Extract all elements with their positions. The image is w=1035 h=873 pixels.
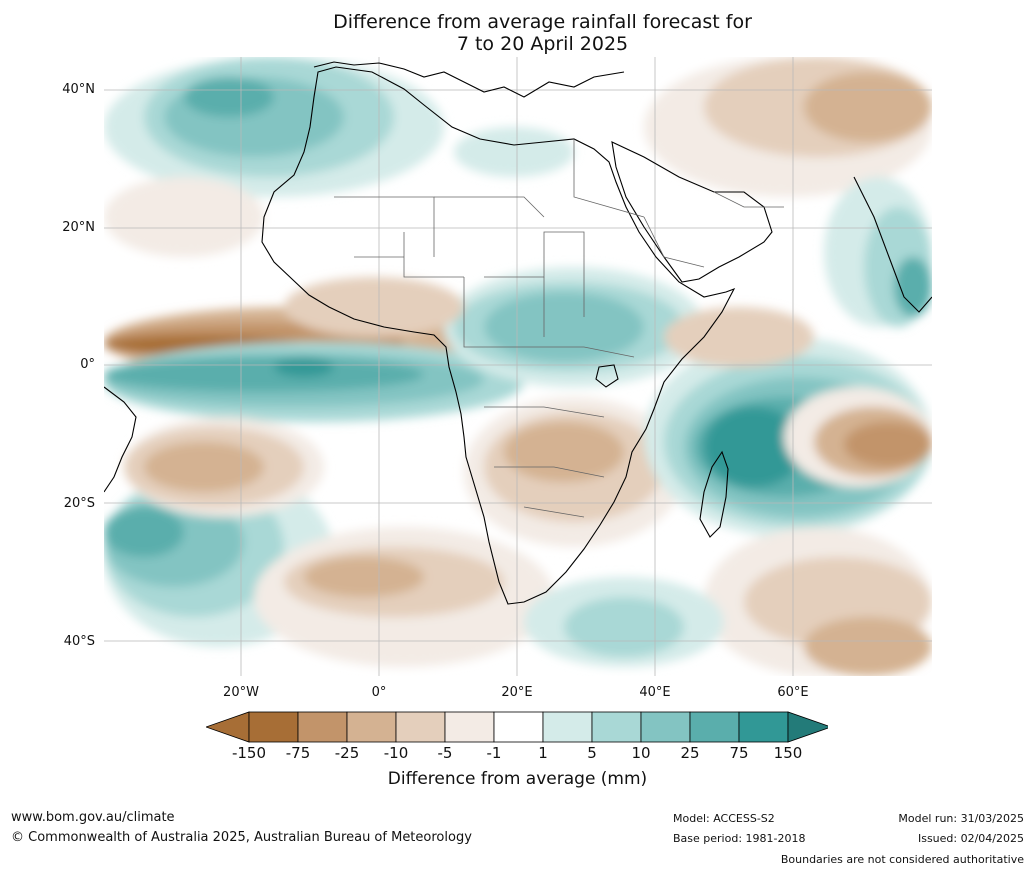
colorbar	[206, 711, 828, 743]
madagascar-coastline	[699, 450, 729, 538]
lon-label-20w: 20°W	[223, 685, 259, 700]
anomaly-region	[104, 357, 424, 392]
anomaly-region	[664, 307, 814, 367]
chart-title-line2: 7 to 20 April 2025	[456, 33, 629, 55]
map-svg	[104, 57, 932, 676]
anomaly-region	[564, 597, 684, 657]
colorbar-cell	[591, 711, 642, 743]
lat-label-20n: 20°N	[62, 220, 95, 235]
colorbar-tick-label: -5	[437, 744, 453, 762]
colorbar-tick-label: -150	[231, 744, 267, 762]
lat-label-40s: 40°S	[63, 634, 95, 649]
graticule	[104, 57, 932, 676]
footer-issued: Issued: 02/04/2025	[917, 832, 1024, 845]
lon-label-60e: 60°E	[777, 685, 809, 700]
colorbar-cell	[640, 711, 691, 743]
anomaly-region	[704, 407, 804, 487]
lat-label-equator: 0°	[80, 357, 95, 372]
colorbar-extend-dry	[206, 711, 250, 743]
anomaly-region	[184, 77, 274, 117]
colorbar-tick-label: -75	[285, 744, 311, 762]
colorbar-tick-label: 150	[773, 744, 803, 762]
colorbar-cell	[395, 711, 446, 743]
colorbar-tick-label: 1	[538, 744, 548, 762]
colorbar-tick-label: 5	[587, 744, 597, 762]
colorbar-tick-label: -10	[383, 744, 409, 762]
colorbar-cell	[542, 711, 593, 743]
coastlines	[104, 61, 932, 605]
colorbar-cell	[493, 711, 544, 743]
anomaly-region	[104, 507, 184, 557]
anomaly-region	[144, 442, 264, 492]
colorbar-tick-label: -1	[486, 744, 502, 762]
anomaly-region	[894, 257, 932, 317]
footer-website: www.bom.gov.au/climate	[11, 810, 175, 825]
footer-copyright: © Commonwealth of Australia 2025, Austra…	[11, 830, 472, 845]
lake-victoria	[595, 364, 619, 388]
anomaly-region	[484, 292, 644, 362]
lon-label-20e: 20°E	[501, 685, 533, 700]
colorbar-cell	[297, 711, 348, 743]
lat-label-20s: 20°S	[63, 496, 95, 511]
colorbar-tick-label: 25	[680, 744, 700, 762]
anomaly-region	[104, 177, 264, 257]
europe-coastline	[313, 61, 625, 98]
footer-model-run: Model run: 31/03/2025	[898, 812, 1024, 825]
rainfall-map	[104, 57, 932, 676]
colorbar-label: Difference from average (mm)	[387, 769, 648, 789]
colorbar-tick-label: -25	[334, 744, 360, 762]
lon-label-40e: 40°E	[639, 685, 671, 700]
footer-disclaimer: Boundaries are not considered authoritat…	[780, 853, 1024, 866]
colorbar-tick-label: 75	[729, 744, 749, 762]
footer-model: Model: ACCESS-S2	[673, 812, 775, 825]
colorbar-extend-wet	[787, 711, 828, 743]
colorbar-cell	[248, 711, 299, 743]
footer-base-period: Base period: 1981-2018	[673, 832, 806, 845]
anomaly-region	[274, 357, 334, 377]
anomaly-field	[104, 57, 932, 676]
colorbar-cell	[444, 711, 495, 743]
anomaly-region	[844, 422, 932, 467]
anomaly-region	[304, 557, 424, 597]
chart-title-line1: Difference from average rainfall forecas…	[333, 11, 752, 33]
colorbar-tick-label: 10	[631, 744, 651, 762]
anomaly-region	[284, 277, 464, 337]
lon-label-0: 0°	[371, 685, 387, 700]
anomaly-region	[504, 422, 624, 482]
colorbar-cell	[689, 711, 740, 743]
lat-label-40n: 40°N	[62, 82, 95, 97]
anomaly-region	[804, 72, 932, 142]
country-borders	[334, 139, 784, 518]
south-america-coastline	[104, 386, 137, 493]
anomaly-region	[454, 127, 574, 177]
africa-coastline	[261, 66, 736, 605]
arabia-coastline	[611, 141, 773, 283]
colorbar-cell	[346, 711, 397, 743]
colorbar-cell	[738, 711, 789, 743]
anomaly-region	[804, 617, 932, 676]
india-coastline	[853, 176, 932, 313]
